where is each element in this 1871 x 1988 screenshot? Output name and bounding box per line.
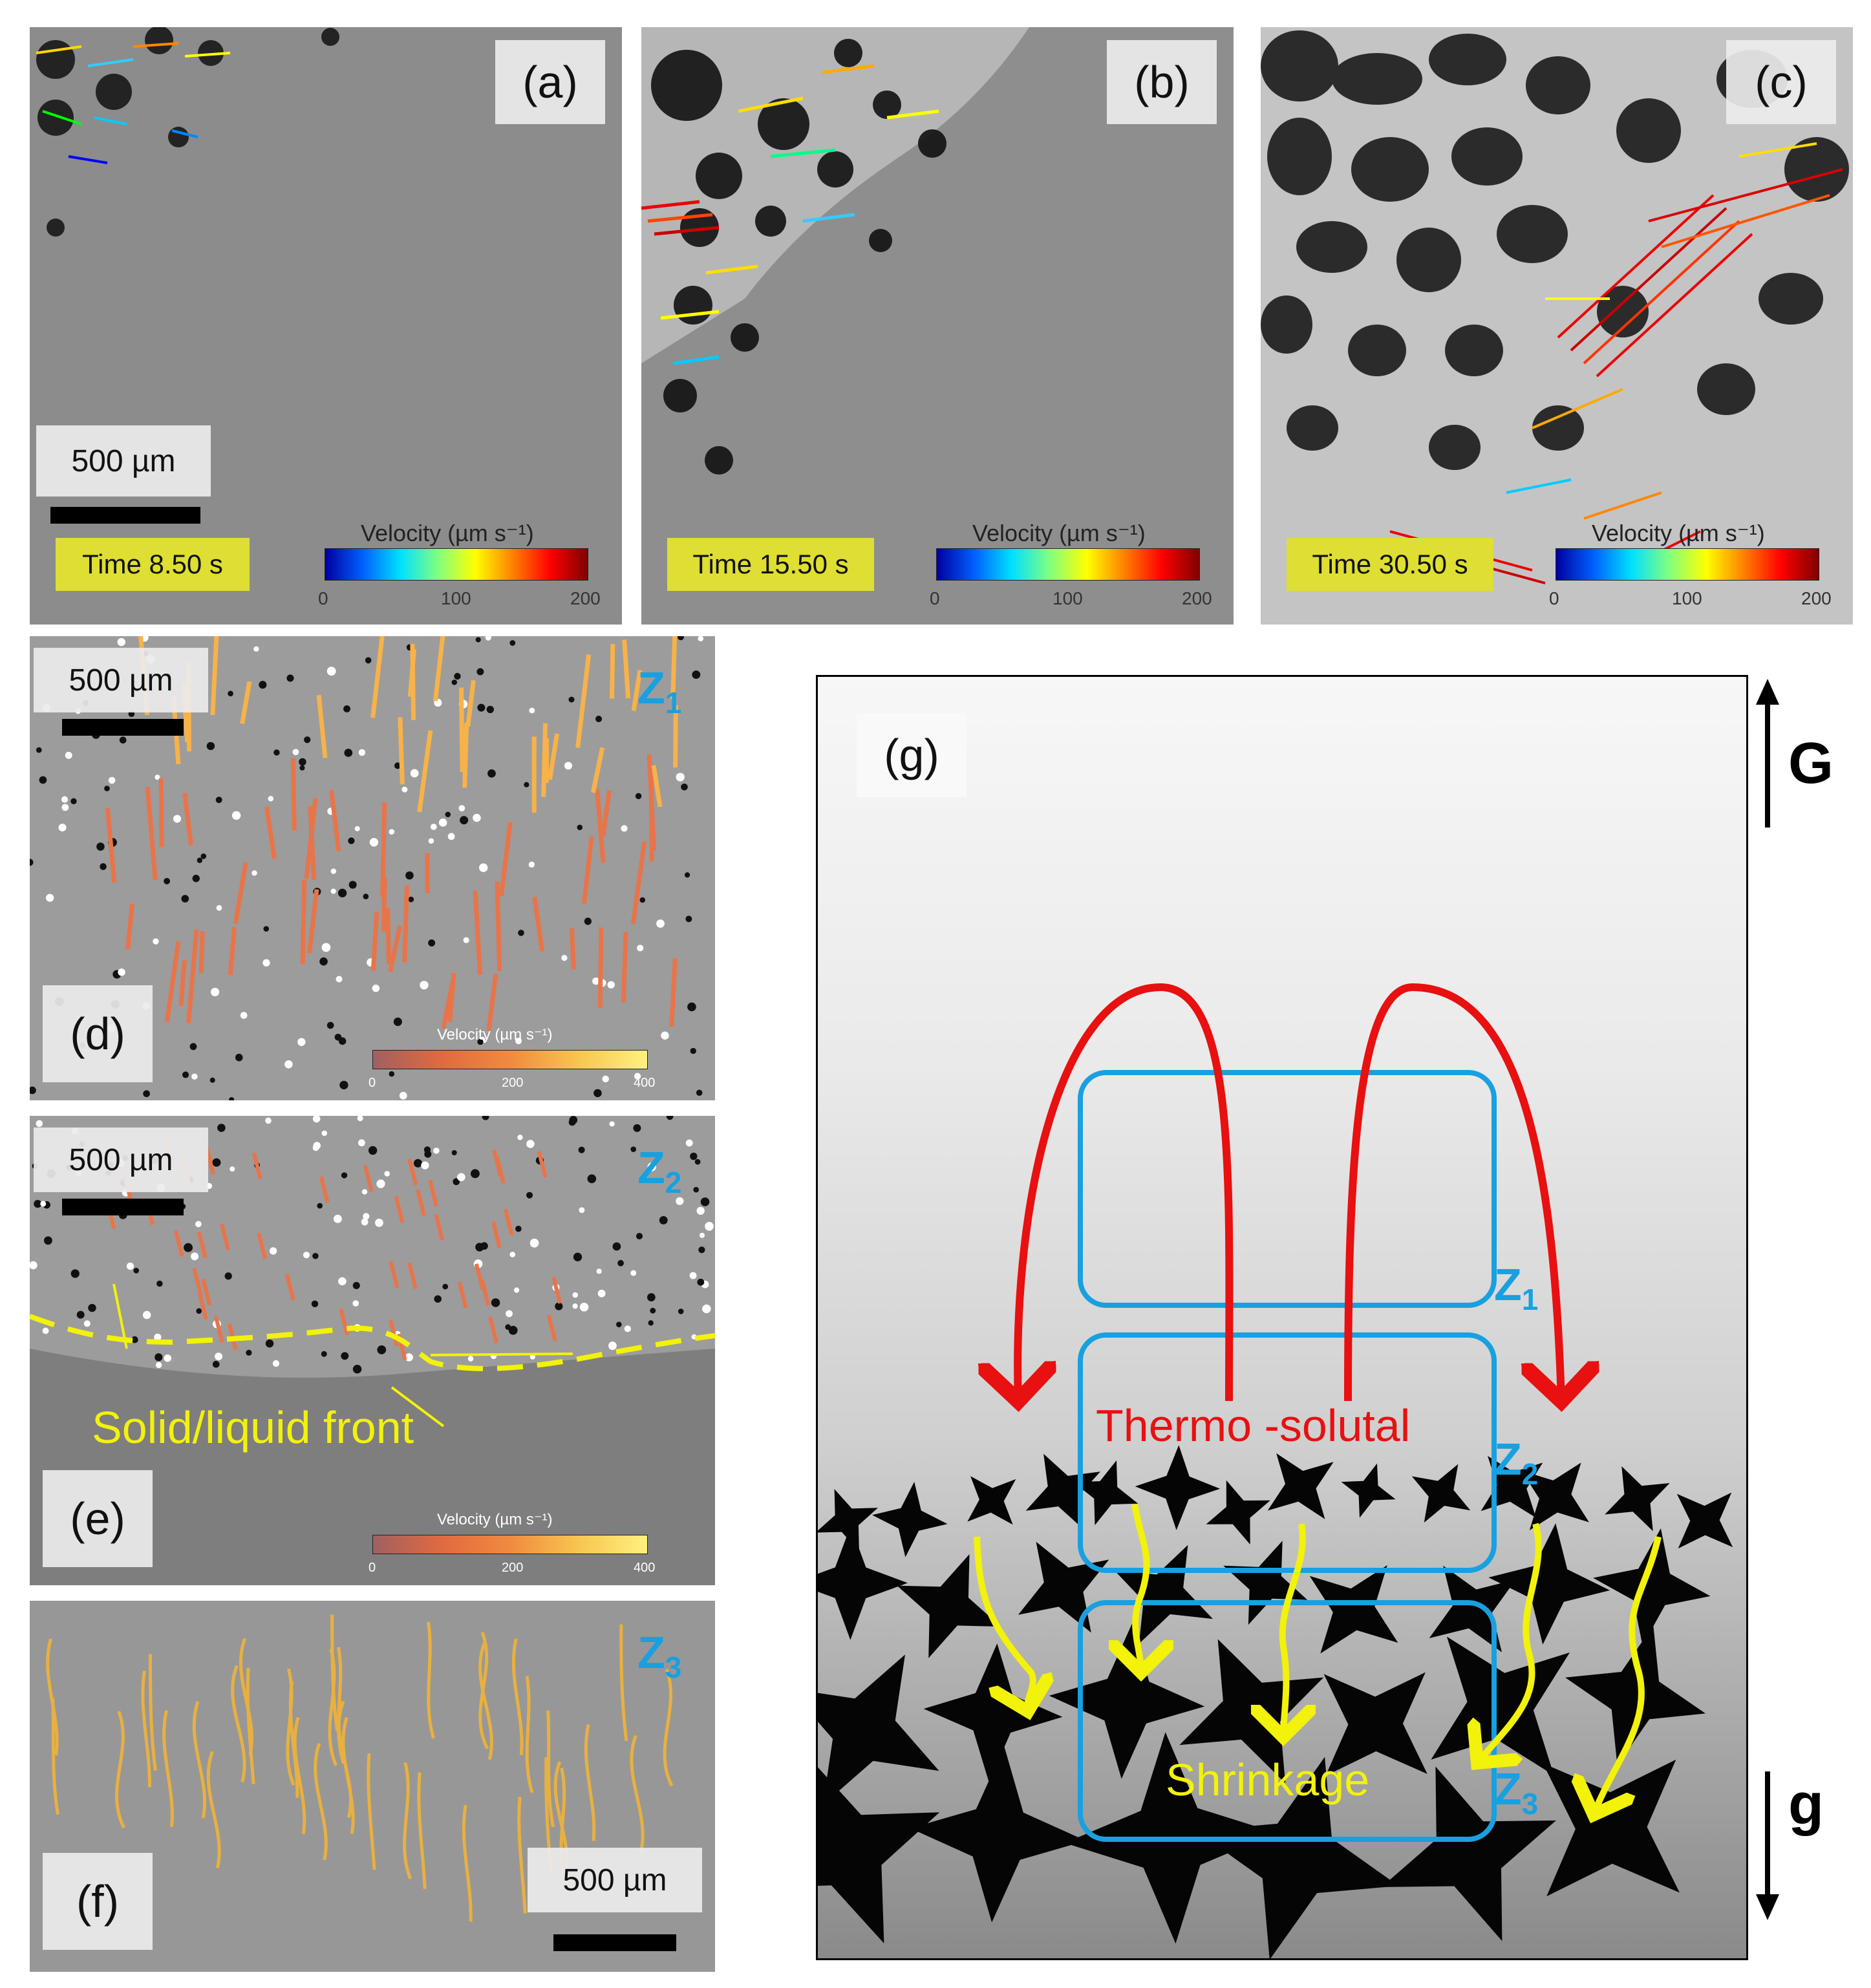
panel-a-colorbar-tick-2: 200 xyxy=(570,588,601,608)
convection-loop-right xyxy=(1344,983,1561,1401)
panel-d-label: (d) xyxy=(43,985,153,1082)
panel-a-image xyxy=(30,27,622,625)
panel-d-colorbar-title: Velocity (µm s⁻¹) xyxy=(437,1026,553,1043)
panel-c-colorbar-tick-2: 200 xyxy=(1801,588,1832,608)
panel-g: (g) Thermo -solutal Shrinkage Z1 Z2 Z3 xyxy=(816,675,1748,1960)
panel-d-scale-text: 500 µm xyxy=(34,648,208,712)
panel-d-colorbar-tick-2: 400 xyxy=(634,1076,656,1090)
solid-liquid-front-label: Solid/liquid front xyxy=(92,1402,414,1453)
panel-b-colorbar-tick-2: 200 xyxy=(1182,588,1212,608)
panel-e-colorbar-tick-2: 400 xyxy=(634,1561,656,1575)
panel-e-colorbar-tick-0: 0 xyxy=(369,1561,376,1575)
gravity-arrow-icon xyxy=(1756,1771,1779,1920)
gradient-label: G xyxy=(1788,731,1834,796)
panel-b-colorbar-title: Velocity (µm s⁻¹) xyxy=(972,520,1146,546)
panel-b-time: Time 15.50 s xyxy=(667,538,874,591)
panel-a-colorbar xyxy=(325,548,588,581)
panel-a-colorbar-title: Velocity (µm s⁻¹) xyxy=(361,520,534,546)
panel-a: (a) 500 µm Time 8.50 s Velocity (µm s⁻¹)… xyxy=(30,27,622,625)
shrinkage-path-3 xyxy=(1283,1523,1303,1737)
panel-a-time: Time 8.50 s xyxy=(56,538,250,591)
panel-e-colorbar xyxy=(372,1535,648,1554)
zone-label-1: Z1 xyxy=(1494,1259,1539,1316)
panel-f-zone-label: Z3 xyxy=(637,1627,682,1684)
panel-e-colorbar-tick-1: 200 xyxy=(502,1561,524,1575)
panel-e: 500 µm Z2 Solid/liquid front (e) Velocit… xyxy=(30,1116,715,1585)
convection-loop-left xyxy=(1018,983,1234,1401)
zone-box-1 xyxy=(1078,1070,1497,1308)
panel-c-label: (c) xyxy=(1726,40,1836,124)
panel-c-colorbar-tick-0: 0 xyxy=(1549,588,1559,608)
panel-d: 500 µm Z1 (d) Velocity (µm s⁻¹) 0 200 40… xyxy=(30,636,715,1100)
panel-c: (c) Time 30.50 s Velocity (µm s⁻¹) 0 100… xyxy=(1261,27,1853,625)
panel-e-scale-text: 500 µm xyxy=(34,1128,208,1192)
panel-a-label: (a) xyxy=(495,40,605,124)
zone-box-2 xyxy=(1078,1332,1497,1573)
panel-d-zone-label: Z1 xyxy=(637,663,682,720)
shrinkage-path-5 xyxy=(1594,1535,1662,1815)
panel-f-scale-text: 500 µm xyxy=(528,1848,702,1912)
panel-a-colorbar-tick-1: 100 xyxy=(441,588,471,608)
panel-d-scale-bar xyxy=(62,719,184,736)
zone-label-3: Z3 xyxy=(1494,1764,1539,1821)
panel-c-time: Time 30.50 s xyxy=(1287,538,1493,591)
thermo-solutal-label: Thermo -solutal xyxy=(1096,1400,1411,1451)
panel-e-scale-bar xyxy=(62,1199,184,1215)
panel-b-colorbar-tick-1: 100 xyxy=(1053,588,1083,608)
panel-d-colorbar-tick-1: 200 xyxy=(502,1076,524,1090)
panel-b-image xyxy=(641,27,1234,625)
panel-b-label: (b) xyxy=(1107,40,1217,124)
panel-a-scale-text: 500 µm xyxy=(36,425,211,497)
panel-c-colorbar xyxy=(1556,548,1819,581)
panel-g-diagram xyxy=(818,983,1733,1958)
panel-g-label: (g) xyxy=(857,713,967,797)
gravity-label: g xyxy=(1788,1772,1824,1837)
panel-d-colorbar-tick-0: 0 xyxy=(369,1076,376,1090)
panel-e-colorbar-title: Velocity (µm s⁻¹) xyxy=(437,1511,553,1528)
panel-e-zone-label: Z2 xyxy=(637,1142,682,1199)
panel-c-image xyxy=(1261,27,1853,625)
zone-label-2: Z2 xyxy=(1494,1434,1539,1491)
solid-liquid-front-line xyxy=(30,1314,715,1371)
panel-b: (b) Time 15.50 s Velocity (µm s⁻¹) 0 100… xyxy=(641,27,1234,625)
gradient-arrow-icon xyxy=(1756,679,1779,828)
panel-a-colorbar-tick-0: 0 xyxy=(318,588,328,608)
panel-f: Z3 (f) 500 µm xyxy=(30,1601,715,1972)
panel-f-scale-bar xyxy=(553,1934,676,1951)
shrinkage-path-4 xyxy=(1477,1523,1542,1763)
shrinkage-path-2 xyxy=(1135,1504,1147,1673)
panel-e-image xyxy=(30,1116,715,1585)
panel-b-colorbar xyxy=(936,548,1200,581)
panel-b-colorbar-tick-0: 0 xyxy=(930,588,940,608)
panel-f-label: (f) xyxy=(43,1853,153,1950)
panel-e-label: (e) xyxy=(43,1470,153,1567)
shrinkage-label: Shrinkage xyxy=(1166,1755,1370,1805)
shrinkage-path-1 xyxy=(974,1536,1033,1711)
panel-a-scale-bar xyxy=(50,507,200,524)
panel-d-colorbar xyxy=(372,1050,648,1069)
panel-c-colorbar-tick-1: 100 xyxy=(1672,588,1702,608)
panel-c-colorbar-title: Velocity (µm s⁻¹) xyxy=(1592,520,1765,546)
